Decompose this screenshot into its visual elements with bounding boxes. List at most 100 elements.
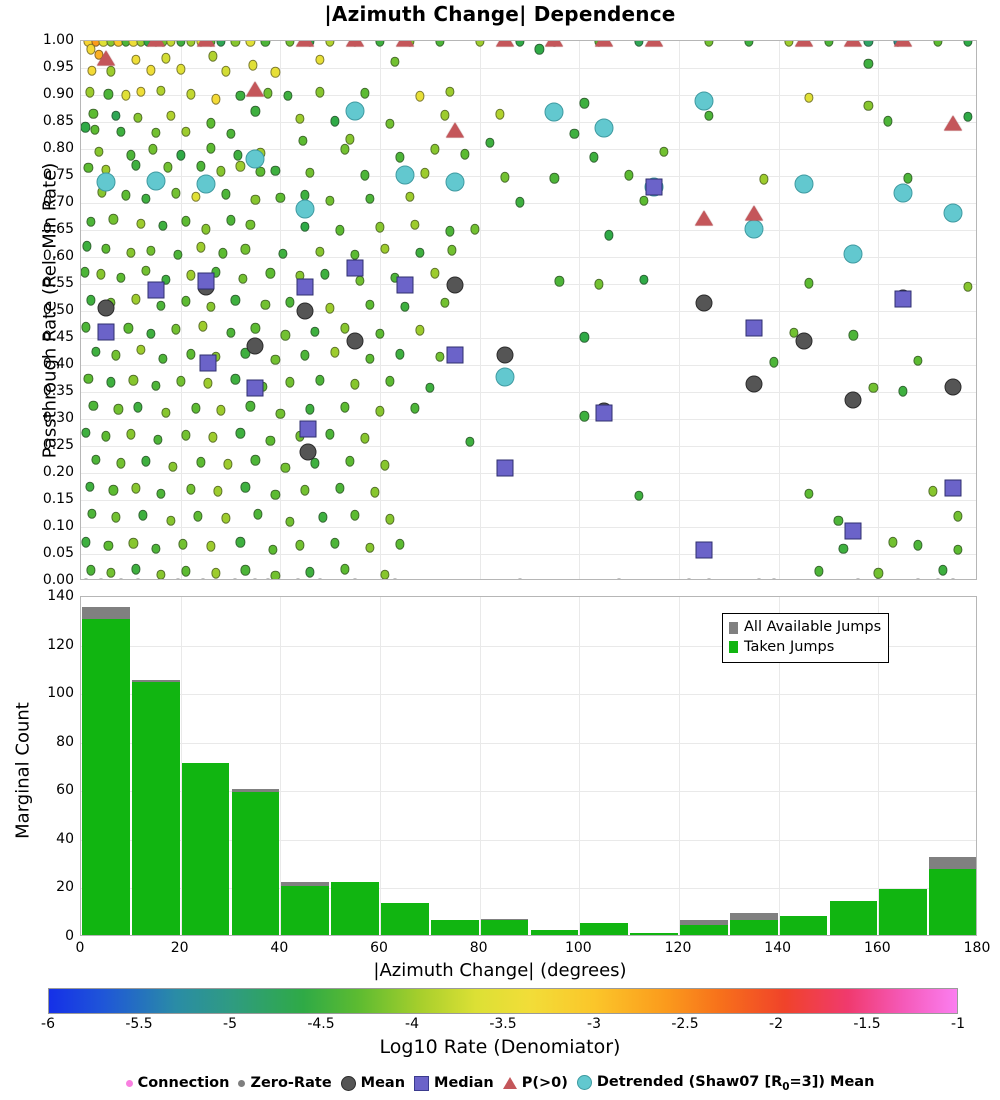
scatter-point: [355, 275, 365, 287]
scatter-point: [210, 266, 221, 278]
scatter-point: [704, 41, 714, 47]
median-marker: [97, 323, 115, 341]
colorbar-tick-label: -1: [951, 1016, 965, 1032]
scatter-point: [248, 60, 258, 71]
grid-line-horizontal: [81, 554, 976, 555]
scatter-point: [340, 322, 350, 334]
colorbar-label: Log10 Rate (Denomiator): [379, 1036, 621, 1058]
scatter-point: [305, 167, 315, 179]
grid-line-vertical: [180, 597, 182, 935]
scatter-point: [410, 219, 420, 230]
scatter-point: [903, 172, 913, 184]
p-greater-zero-marker: [595, 41, 614, 47]
sq-med-icon: [414, 1075, 430, 1091]
x-tick-label: 60: [370, 940, 388, 956]
detrended-mean-marker: [594, 118, 614, 138]
zero-rate-marker: [251, 578, 259, 579]
grid-line-horizontal: [81, 839, 976, 841]
detrended-mean-marker: [744, 219, 764, 239]
scatter-point: [325, 303, 335, 314]
colorbar-tick-label: -5.5: [125, 1016, 153, 1032]
grid-line-horizontal: [81, 645, 976, 647]
scatter-point: [123, 322, 133, 334]
zero-rate-marker: [516, 578, 524, 579]
scatter-point: [220, 189, 231, 200]
scatter-point: [148, 143, 158, 155]
scatter-point: [594, 278, 604, 290]
scatter-point: [235, 427, 246, 439]
y-tick-label: 0.25: [42, 437, 74, 453]
scatter-point: [235, 90, 246, 101]
p-greater-zero-marker: [146, 41, 165, 47]
grid-line-horizontal: [81, 791, 976, 793]
scatter-point: [445, 86, 455, 98]
scatter-point: [136, 218, 146, 229]
scatter-point: [240, 347, 251, 359]
median-marker: [299, 420, 317, 438]
scatter-point: [250, 105, 260, 117]
scatter-point: [270, 489, 280, 500]
grid-line-vertical: [280, 41, 282, 579]
grid-line-horizontal: [81, 742, 976, 744]
grid-line-vertical: [579, 41, 581, 579]
median-marker: [246, 379, 264, 397]
scatter-point: [133, 401, 143, 413]
bar-segment-taken: [530, 930, 579, 935]
zero-rate-marker: [705, 578, 713, 579]
bar-segment-taken: [779, 915, 828, 935]
grid-line-horizontal: [81, 95, 976, 96]
marker-legend: Connection Zero-Rate Mean Median P(>0) Detren…: [0, 1072, 1000, 1094]
scatter-point: [863, 58, 873, 69]
scatter-point: [305, 403, 315, 415]
scatter-point: [275, 192, 285, 203]
scatter-point: [116, 126, 126, 138]
scatter-point: [310, 457, 320, 469]
marker-legend-item: Detrended (Shaw07 [R0=3]) Mean: [576, 1073, 875, 1093]
zero-rate-marker: [294, 578, 302, 579]
y-tick-label: 0.85: [42, 113, 74, 129]
scatter-point: [295, 113, 305, 125]
scatter-point: [128, 537, 138, 549]
grid-line-horizontal: [81, 694, 976, 696]
x-tick-label: 120: [664, 940, 692, 956]
scatter-point: [275, 408, 285, 419]
scatter-point: [759, 173, 769, 185]
scatter-point: [91, 454, 101, 465]
detrended-mean-marker: [196, 174, 216, 194]
scatter-point: [963, 281, 973, 292]
y-tick-label: 0: [65, 928, 74, 944]
scatter-point: [390, 56, 400, 67]
scatter-point: [81, 321, 91, 333]
mean-marker: [944, 378, 962, 396]
scatter-point: [210, 94, 221, 105]
marker-legend-label: Zero-Rate: [250, 1075, 332, 1091]
histogram-bar: [82, 607, 130, 935]
scatter-point: [146, 64, 156, 76]
cir-det-icon: [576, 1075, 592, 1091]
histogram-bar: [580, 922, 629, 935]
p-greater-zero-marker: [296, 41, 315, 47]
marker-legend-label: Detrended (Shaw07 [R0=3]) Mean: [596, 1073, 875, 1093]
scatter-point: [868, 382, 878, 393]
y-tick-label: 20: [56, 879, 74, 896]
scatter-point: [233, 150, 243, 161]
scatter-point: [913, 355, 923, 366]
scatter-point: [121, 89, 131, 101]
mean-marker: [745, 375, 763, 393]
scatter-point: [186, 88, 196, 100]
scatter-point: [250, 322, 260, 334]
scatter-point: [340, 401, 350, 413]
scatter-point: [91, 346, 101, 357]
y-tick-label: 40: [56, 830, 74, 847]
bar-segment-taken: [331, 881, 379, 935]
scatter-point: [205, 142, 216, 154]
scatter-point: [220, 513, 231, 524]
scatter-point: [898, 385, 908, 397]
scatter-point: [240, 481, 251, 493]
mean-marker: [695, 294, 713, 312]
scatter-point: [928, 486, 938, 497]
marker-legend-item: Mean: [340, 1075, 405, 1091]
scatter-point: [435, 351, 445, 363]
histogram-bar: [480, 919, 529, 935]
grid-line-vertical: [679, 41, 680, 579]
